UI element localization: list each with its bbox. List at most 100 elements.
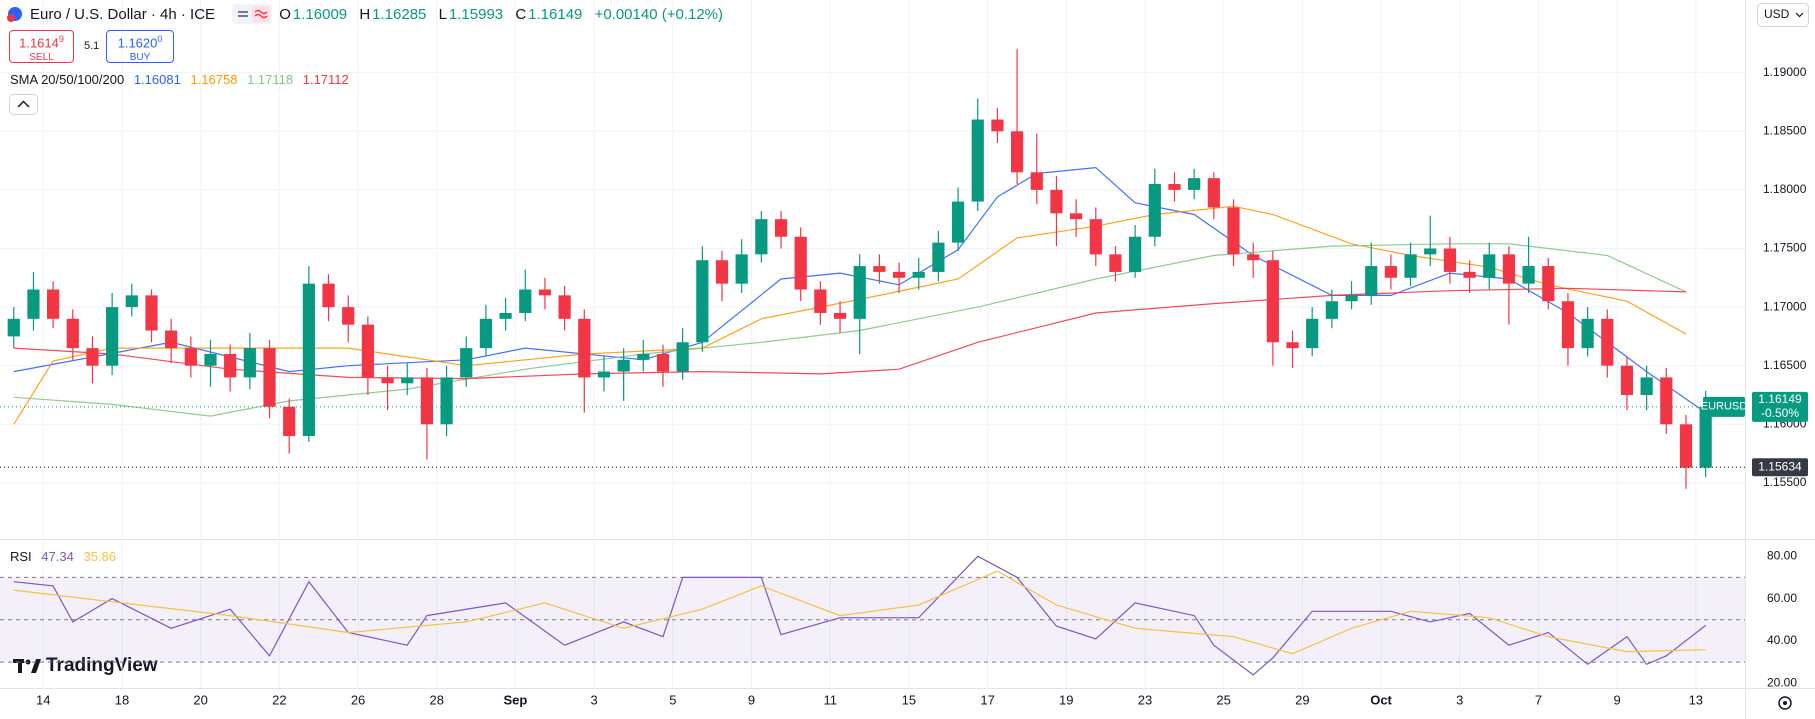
rsi-line <box>13 570 1706 655</box>
candle-body <box>283 406 296 437</box>
candles <box>7 49 1712 489</box>
candle-body <box>1050 189 1063 214</box>
collapse-button[interactable] <box>9 94 38 115</box>
x-tick-label: 7 <box>1535 692 1542 707</box>
rsi-value: 47.34 <box>41 549 74 564</box>
candle-body <box>1443 248 1457 272</box>
rsi-line <box>13 555 1707 676</box>
sma-value: 1.16758 <box>190 72 238 87</box>
candle-body <box>853 266 866 319</box>
candle-body <box>519 289 532 313</box>
x-tick-label: 5 <box>669 692 676 707</box>
buy-button[interactable]: 1.16200 BUY <box>106 30 174 63</box>
sell-price: 1.1614 <box>19 35 59 51</box>
candle-body <box>597 371 611 378</box>
currency-dropdown[interactable]: USD <box>1757 3 1809 27</box>
candle-body <box>460 348 473 378</box>
candle-body <box>1168 184 1181 190</box>
rsi-value: 35.86 <box>83 549 117 564</box>
candle-body <box>578 318 591 378</box>
y-tick-label: 1.16500 <box>1763 358 1807 372</box>
candle-body <box>1286 342 1299 349</box>
candle-body <box>106 307 119 366</box>
candle-body <box>1522 266 1535 284</box>
candle-body <box>224 353 237 378</box>
candle-body <box>165 330 178 349</box>
candle-body <box>401 377 414 384</box>
x-tick-label: 25 <box>1216 692 1230 707</box>
candle-body <box>381 377 394 384</box>
candle-body <box>735 254 748 284</box>
ohlc-label: C <box>515 6 527 23</box>
ohlc-value: 1.15993 <box>448 6 504 23</box>
candle-body <box>1109 254 1122 272</box>
x-tick-label: 22 <box>272 692 286 707</box>
y-tick-label: 60.00 <box>1767 591 1797 605</box>
sell-label: SELL <box>29 52 54 64</box>
candle-body <box>676 342 689 372</box>
candle-body <box>1148 184 1161 237</box>
prev-close-tag-bg <box>1752 458 1808 477</box>
currency[interactable]: USD <box>1764 7 1790 21</box>
candle-body <box>1030 172 1043 190</box>
y-tick-label: 40.00 <box>1767 633 1797 647</box>
candle-body <box>833 312 847 319</box>
y-tick-label: 1.15500 <box>1763 475 1807 489</box>
symbol-name: Euro / U.S. Dollar · 4h · ICE <box>30 6 216 23</box>
candle-body <box>1345 295 1358 302</box>
buy-pip: 0 <box>157 34 163 44</box>
x-tick-label: 26 <box>351 692 365 707</box>
x-tick-label: 17 <box>980 692 994 707</box>
ohlc-value: 1.16285 <box>372 6 427 23</box>
y-tick-label: 20.00 <box>1767 676 1797 690</box>
candle-body <box>892 271 906 278</box>
candle-body <box>499 312 512 319</box>
x-tick-label: 3 <box>1456 692 1463 707</box>
y-tick-label: 1.17000 <box>1763 299 1807 313</box>
candle-body <box>1581 318 1594 349</box>
candle-body <box>617 359 630 372</box>
sell-button[interactable]: 1.16149 SELL <box>9 30 74 63</box>
x-tick-label: 15 <box>902 692 916 707</box>
candle-body <box>1266 260 1279 343</box>
candle-body <box>637 353 650 360</box>
header: Euro / U.S. Dollar · 4h · ICE O 1.16009 H… <box>30 6 731 23</box>
candle-body <box>243 348 256 378</box>
x-tick-label: 3 <box>591 692 598 707</box>
candle-body <box>558 295 571 319</box>
indicator-label: SMA 20/50/100/200 <box>10 72 125 87</box>
candle-body <box>1365 266 1378 296</box>
ohlc-value: 1.16009 <box>292 6 348 23</box>
rsi-label: RSI <box>10 549 32 564</box>
candle-body <box>873 266 886 272</box>
candle-body <box>794 236 807 290</box>
spread: 5.1 <box>84 40 100 52</box>
x-tick-label: 9 <box>748 692 755 707</box>
ohlc-label: O <box>279 6 291 23</box>
x-tick-label: Oct <box>1370 692 1392 707</box>
x-tick-label: Sep <box>504 692 528 707</box>
candle-body <box>1188 178 1201 190</box>
y-tick-label: 80.00 <box>1767 548 1797 562</box>
candle-body <box>420 377 434 425</box>
change: +0.00140 (+0.12%) <box>594 6 723 23</box>
settings-icon[interactable] <box>1778 696 1792 710</box>
prev-close-tag: 1.15634 <box>1758 459 1802 473</box>
candle-body <box>1207 178 1220 208</box>
sma-line <box>13 287 1687 380</box>
candle-body <box>302 283 315 437</box>
candle-body <box>1404 254 1417 278</box>
candle-body <box>361 324 374 378</box>
rsi-legend: RSI 47.34 35.86 <box>10 549 116 564</box>
x-tick-label: 13 <box>1689 692 1703 707</box>
x-tick-label: 28 <box>430 692 444 707</box>
candle-body <box>66 318 79 349</box>
buy-price: 1.1620 <box>117 35 158 51</box>
sma-value: 1.17118 <box>247 72 294 87</box>
candle-body <box>755 219 768 255</box>
candle-body <box>7 318 20 337</box>
candle-body <box>322 283 335 308</box>
